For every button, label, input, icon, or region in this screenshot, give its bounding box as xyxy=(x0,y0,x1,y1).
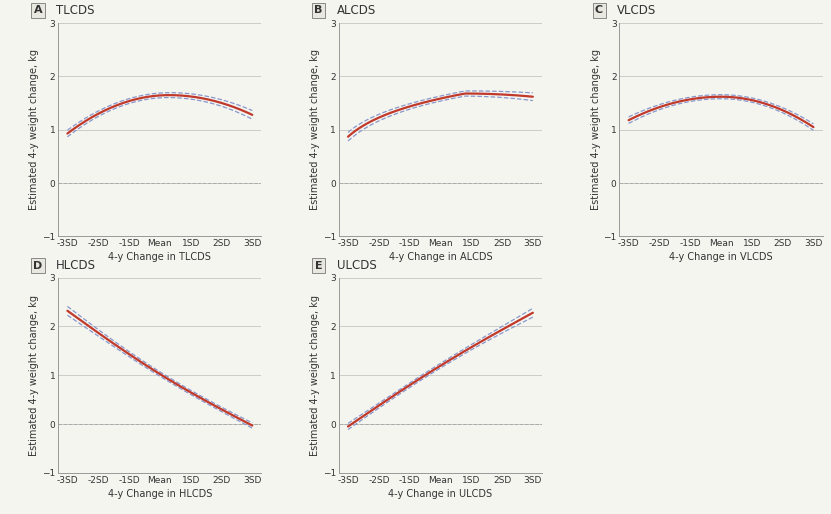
Text: ALCDS: ALCDS xyxy=(337,4,376,17)
Y-axis label: Estimated 4-y weight change, kg: Estimated 4-y weight change, kg xyxy=(29,295,39,456)
Text: A: A xyxy=(33,5,42,15)
Text: E: E xyxy=(315,261,322,271)
Text: ULCDS: ULCDS xyxy=(337,260,376,272)
Text: TLCDS: TLCDS xyxy=(57,4,95,17)
X-axis label: 4-y Change in HLCDS: 4-y Change in HLCDS xyxy=(108,489,212,499)
Text: VLCDS: VLCDS xyxy=(617,4,656,17)
Y-axis label: Estimated 4-y weight change, kg: Estimated 4-y weight change, kg xyxy=(591,49,601,210)
Y-axis label: Estimated 4-y weight change, kg: Estimated 4-y weight change, kg xyxy=(310,295,320,456)
Text: HLCDS: HLCDS xyxy=(57,260,96,272)
Text: B: B xyxy=(314,5,322,15)
Text: C: C xyxy=(595,5,603,15)
X-axis label: 4-y Change in ULCDS: 4-y Change in ULCDS xyxy=(388,489,493,499)
Y-axis label: Estimated 4-y weight change, kg: Estimated 4-y weight change, kg xyxy=(310,49,320,210)
X-axis label: 4-y Change in TLCDS: 4-y Change in TLCDS xyxy=(108,252,211,262)
X-axis label: 4-y Change in ALCDS: 4-y Change in ALCDS xyxy=(389,252,492,262)
Y-axis label: Estimated 4-y weight change, kg: Estimated 4-y weight change, kg xyxy=(29,49,39,210)
Text: D: D xyxy=(33,261,42,271)
X-axis label: 4-y Change in VLCDS: 4-y Change in VLCDS xyxy=(669,252,773,262)
